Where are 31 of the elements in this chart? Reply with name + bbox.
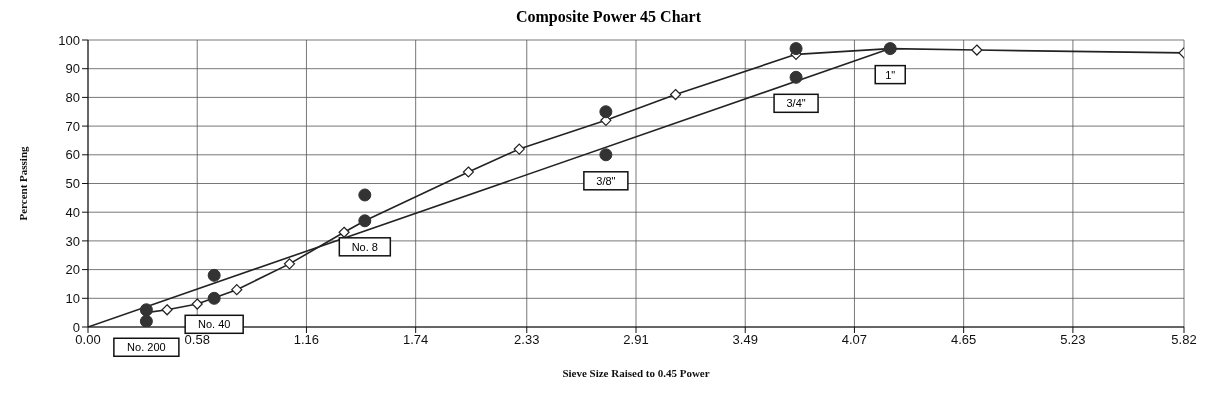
y-tick-label: 30 [65,233,80,249]
y-tick-label: 10 [65,290,80,306]
chart-title: Composite Power 45 Chart [515,8,702,28]
y-tick-label: 40 [65,204,80,220]
x-tick-label: 0.00 [75,332,101,348]
x-axis-title: Sieve Size Raised to 0.45 Power [562,367,710,379]
x-tick-label: 2.33 [514,332,540,348]
y-tick-label: 70 [65,118,80,134]
y-tick-label: 20 [65,262,80,278]
x-tick-label: 4.07 [841,332,868,348]
annotation: 3/4" [786,97,806,110]
annotation: 3/8" [596,174,616,187]
x-tick-label: 1.16 [293,332,320,348]
x-tick-label: 1.74 [403,332,429,348]
annotation: No. 40 [197,318,231,331]
y-axis-title: Percent Passing [16,145,29,221]
annotation: No. 200 [127,341,166,354]
y-tick-label: 90 [65,61,80,77]
annotation: 1" [885,68,896,81]
x-tick-label: 2.91 [623,332,649,348]
y-tick-label: 50 [65,176,80,192]
y-tick-label: 80 [65,90,80,106]
y-tick-label: 60 [65,147,80,163]
x-tick-label: 5.23 [1060,332,1086,348]
annotation: No. 8 [351,240,378,253]
y-tick-label: 100 [58,32,80,48]
x-tick-label: 0.58 [184,332,210,348]
x-tick-label: 3.49 [732,332,758,348]
x-tick-label: 5.82 [1171,332,1197,348]
y-tick-label: 0 [72,319,80,335]
x-tick-label: 4.65 [951,332,977,348]
